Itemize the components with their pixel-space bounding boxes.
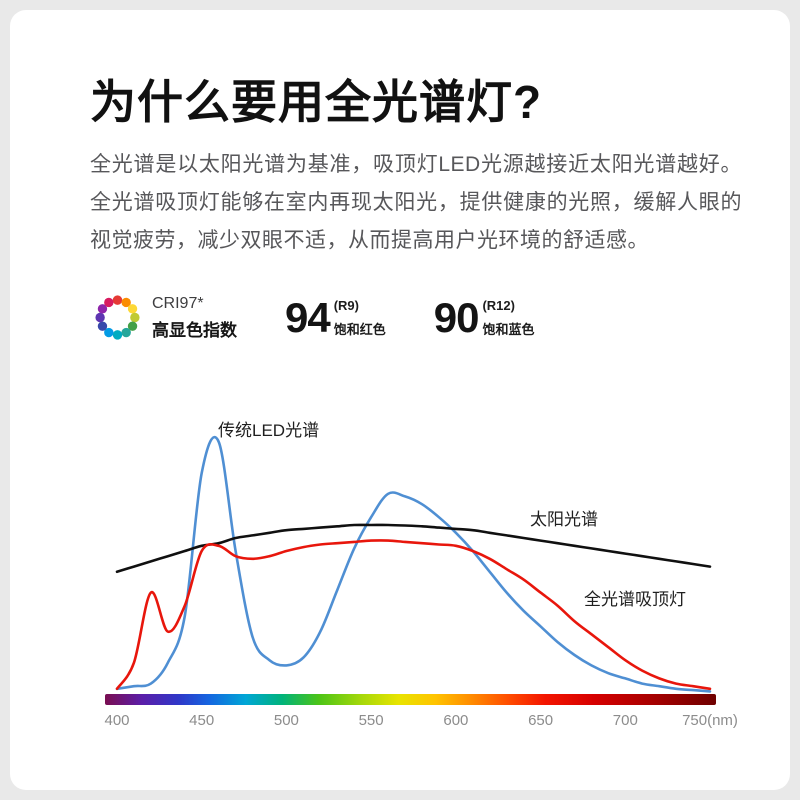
metric-r9-side: (R9) 饱和红色 [334, 298, 386, 338]
x-axis-ticks: 400 450 500 550 600 650 700 750(nm) [98, 712, 737, 734]
x-tick: 700 [612, 712, 638, 729]
metric-r12-code: (R12) [482, 297, 515, 313]
solar-curve-label: 太阳光谱 [530, 510, 598, 529]
content-card: 为什么要用全光谱灯? 全光谱是以太阳光谱为基准，吸顶灯LED光源越接近太阳光谱越… [10, 10, 790, 790]
page-title: 为什么要用全光谱灯? [90, 76, 543, 128]
metric-r9-label: 饱和红色 [333, 321, 386, 337]
metric-r9-value: 94 [285, 293, 331, 341]
x-tick: 500 [273, 712, 299, 729]
metric-r12-label: 饱和蓝色 [482, 321, 535, 337]
cri-label-block: CRI97* 高显色指数 [152, 295, 237, 341]
cri-code: CRI97* [152, 294, 204, 312]
x-tick: 600 [443, 712, 469, 729]
metric-r12-side: (R12) 饱和蓝色 [482, 298, 534, 338]
x-tick: 650 [528, 712, 554, 729]
x-tick: 450 [189, 712, 215, 729]
spectrum-chart: 传统LED光谱 太阳光谱 全光谱吸顶灯 400 450 500 550 600 650 70… [98, 408, 737, 753]
full-spectrum-curve-label: 全光谱吸顶灯 [584, 590, 686, 609]
x-tick: 750(nm) [682, 712, 738, 729]
metric-r9-code: (R9) [333, 297, 359, 313]
spectrum-bar [105, 694, 716, 705]
intro-paragraph: 全光谱是以太阳光谱为基准，吸顶灯LED光源越接近太阳光谱越好。全光谱吸顶灯能够在… [90, 153, 742, 252]
cri-section: CRI97* 高显色指数 94 (R9) 饱和红色 90 (R12) 饱和蓝色 [94, 294, 534, 341]
metric-r12: 90 (R12) 饱和蓝色 [433, 293, 535, 341]
spectrum-curves [115, 435, 712, 693]
metric-r9: 94 (R9) 饱和红色 [285, 293, 386, 341]
color-wheel-icon [95, 295, 140, 340]
x-tick: 550 [358, 712, 384, 729]
x-tick: 400 [104, 712, 130, 729]
led-curve-label: 传统LED光谱 [218, 421, 320, 440]
cri-name: 高显色指数 [152, 320, 237, 340]
metric-r12-value: 90 [433, 293, 480, 341]
